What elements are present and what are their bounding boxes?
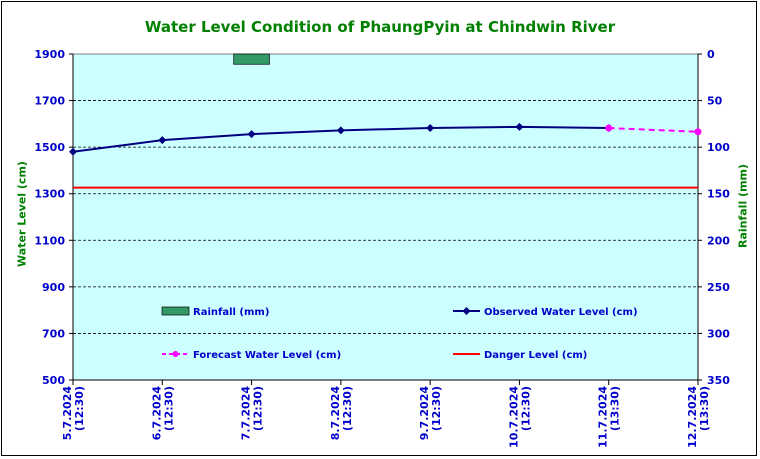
y-tick-label-left: 1700 <box>34 95 65 108</box>
forecast-line <box>608 127 699 133</box>
x-tick-label: 7.7.2024(12:30) <box>240 386 265 441</box>
chart-title: Water Level Condition of PhaungPyin at C… <box>144 18 616 36</box>
x-tick-label: 10.7.2024(12:30) <box>507 386 532 448</box>
y-tick-label-left: 1100 <box>34 234 65 247</box>
y-tick-label-right: 350 <box>707 374 730 387</box>
y-tick-label-right: 250 <box>707 281 730 294</box>
x-tick-label: 11.7.2024(13:30) <box>597 386 622 448</box>
observed-point <box>336 126 345 135</box>
y-tick-label-right: 150 <box>707 188 730 201</box>
x-tick-label: 6.7.2024(12:30) <box>150 386 175 441</box>
observed-point <box>247 130 256 139</box>
plot-area <box>72 53 699 381</box>
y-tick-label-left: 1900 <box>34 48 65 61</box>
y-tick-label-left: 700 <box>42 327 65 340</box>
legend-label: Rainfall (mm) <box>193 307 269 318</box>
y-tick-label-left: 1300 <box>34 188 65 201</box>
forecast-point <box>605 124 613 132</box>
x-tick-label: 12.7.2024(13:30) <box>686 386 711 448</box>
x-tick-label: 5.7.2024(12:30) <box>61 386 86 441</box>
rainfall-bar <box>233 53 270 65</box>
legend-forecast-marker <box>172 351 179 357</box>
legend-rainfall-swatch <box>161 306 190 316</box>
observed-point <box>515 122 524 131</box>
y-tick-label-left: 1500 <box>34 141 65 154</box>
observed-point <box>158 136 167 145</box>
y-tick-label-left: 900 <box>42 281 65 294</box>
y-tick-label-right: 0 <box>707 48 715 61</box>
y-tick-label-left: 500 <box>42 374 65 387</box>
legend-label: Danger Level (cm) <box>484 350 587 361</box>
forecast-point <box>694 128 702 136</box>
x-tick-label: 9.7.2024(12:30) <box>418 386 443 441</box>
x-tick-label: 8.7.2024(12:30) <box>329 386 354 441</box>
observed-point <box>69 147 77 156</box>
legend-label: Forecast Water Level (cm) <box>193 350 341 361</box>
observed-point <box>426 124 435 133</box>
y-tick-label-right: 50 <box>707 95 723 108</box>
y-tick-label-right: 200 <box>707 234 730 247</box>
legend-label: Observed Water Level (cm) <box>484 307 638 318</box>
legend-observed-marker <box>462 307 471 315</box>
y-tick-label-right: 100 <box>707 141 730 154</box>
y-tick-label-right: 300 <box>707 327 730 340</box>
